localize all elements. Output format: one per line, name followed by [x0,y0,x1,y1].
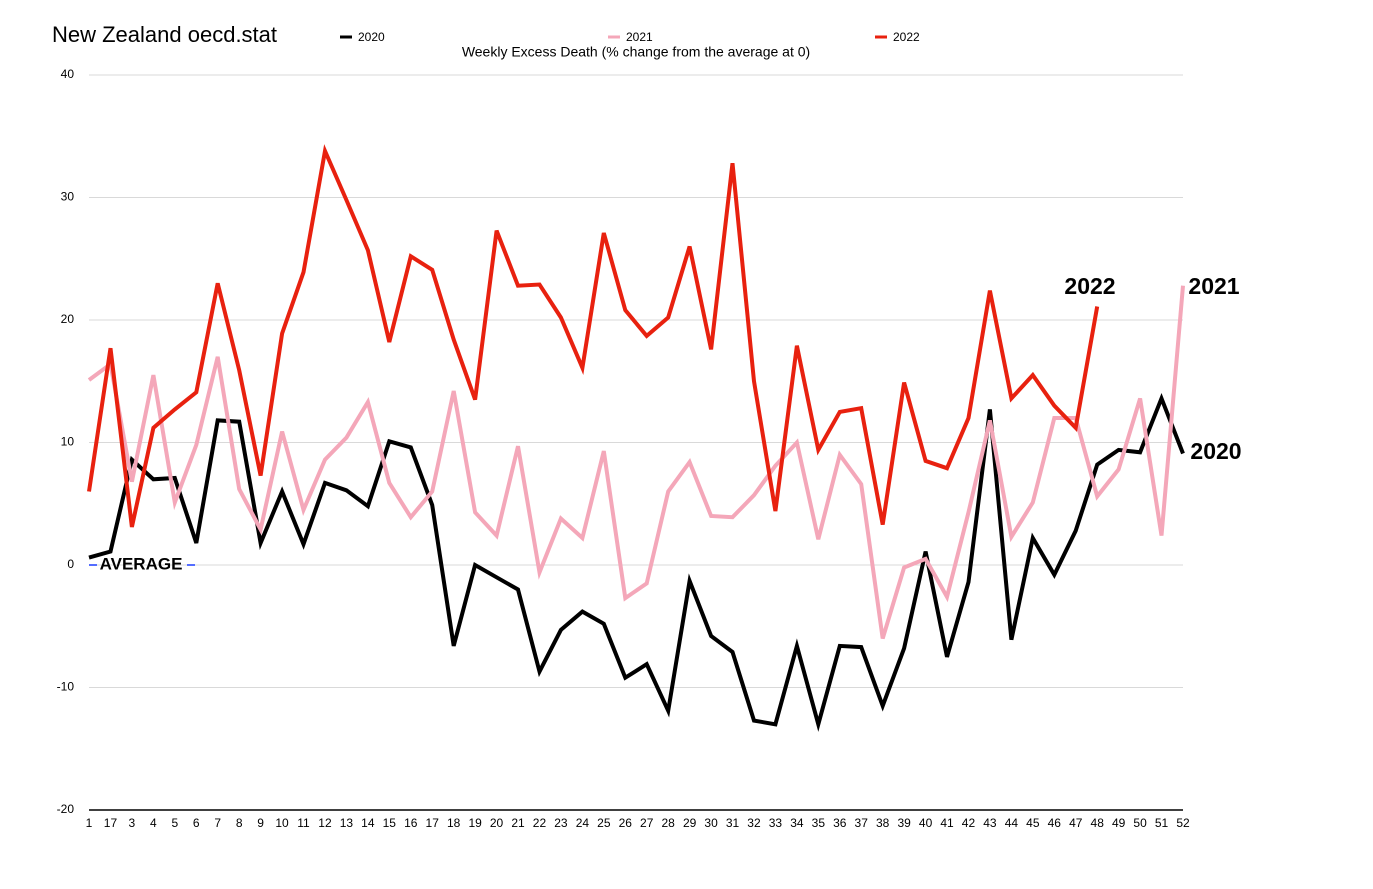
x-tick-label: 5 [171,816,178,830]
x-tick-label: 24 [576,816,590,830]
x-tick-label: 14 [361,816,375,830]
x-tick-label: 44 [1005,816,1019,830]
y-tick-label: 0 [67,557,74,571]
x-tick-label: 19 [468,816,482,830]
y-tick-label: 20 [61,312,75,326]
x-tick-label: 16 [404,816,418,830]
x-tick-label: 41 [940,816,954,830]
x-tick-label: 4 [150,816,157,830]
x-tick-label: 42 [962,816,976,830]
x-tick-label: 49 [1112,816,1126,830]
x-tick-label: 10 [275,816,289,830]
x-tick-label: 40 [919,816,933,830]
x-tick-label: 52 [1176,816,1190,830]
x-tick-label: 13 [340,816,354,830]
annotation: 2020 [1190,438,1241,464]
x-tick-label: 11 [297,816,310,830]
x-tick-label: 22 [533,816,547,830]
x-tick-label: 43 [983,816,997,830]
x-tick-label: 38 [876,816,890,830]
x-tick-label: 45 [1026,816,1040,830]
chart-subtitle: Weekly Excess Death (% change from the a… [462,44,810,60]
x-tick-label: 47 [1069,816,1083,830]
x-tick-label: 3 [129,816,136,830]
series-line [87,144,1100,528]
x-tick-label: 35 [812,816,826,830]
x-tick-label: 8 [236,816,243,830]
x-tick-label: 17 [104,816,118,830]
x-tick-label: 6 [193,816,200,830]
x-tick-label: 50 [1133,816,1147,830]
series-line [88,392,1185,732]
series-line [87,285,1185,640]
x-tick-label: 37 [855,816,869,830]
annotation: 2021 [1188,273,1239,299]
y-tick-label: 30 [61,190,75,204]
x-tick-label: 34 [790,816,804,830]
x-tick-label: 18 [447,816,461,830]
x-tick-label: 51 [1155,816,1169,830]
annotation: AVERAGE [100,554,183,573]
y-tick-label: -10 [57,680,75,694]
x-tick-label: 1 [86,816,93,830]
y-tick-label: 10 [61,435,75,449]
x-tick-label: 26 [619,816,633,830]
x-tick-label: 46 [1048,816,1062,830]
x-tick-label: 33 [769,816,783,830]
legend-label: 2021 [626,30,653,44]
x-tick-label: 17 [426,816,440,830]
x-tick-label: 15 [383,816,397,830]
x-tick-label: 23 [554,816,568,830]
x-tick-label: 39 [897,816,911,830]
chart-title: New Zealand oecd.stat [52,22,277,47]
x-tick-label: 9 [257,816,264,830]
y-tick-label: -20 [57,802,75,816]
x-tick-label: 28 [661,816,675,830]
legend-label: 2020 [358,30,385,44]
y-tick-label: 40 [61,67,75,81]
x-tick-label: 48 [1091,816,1105,830]
x-tick-label: 27 [640,816,654,830]
x-tick-label: 31 [726,816,740,830]
x-tick-label: 7 [214,816,221,830]
x-tick-label: 21 [511,816,525,830]
legend-label: 2022 [893,30,920,44]
x-tick-label: 36 [833,816,847,830]
x-tick-label: 25 [597,816,611,830]
x-tick-label: 20 [490,816,504,830]
x-tick-label: 12 [318,816,332,830]
x-tick-label: 29 [683,816,697,830]
annotation: 2022 [1064,273,1115,299]
x-tick-label: 30 [704,816,718,830]
x-tick-label: 32 [747,816,761,830]
